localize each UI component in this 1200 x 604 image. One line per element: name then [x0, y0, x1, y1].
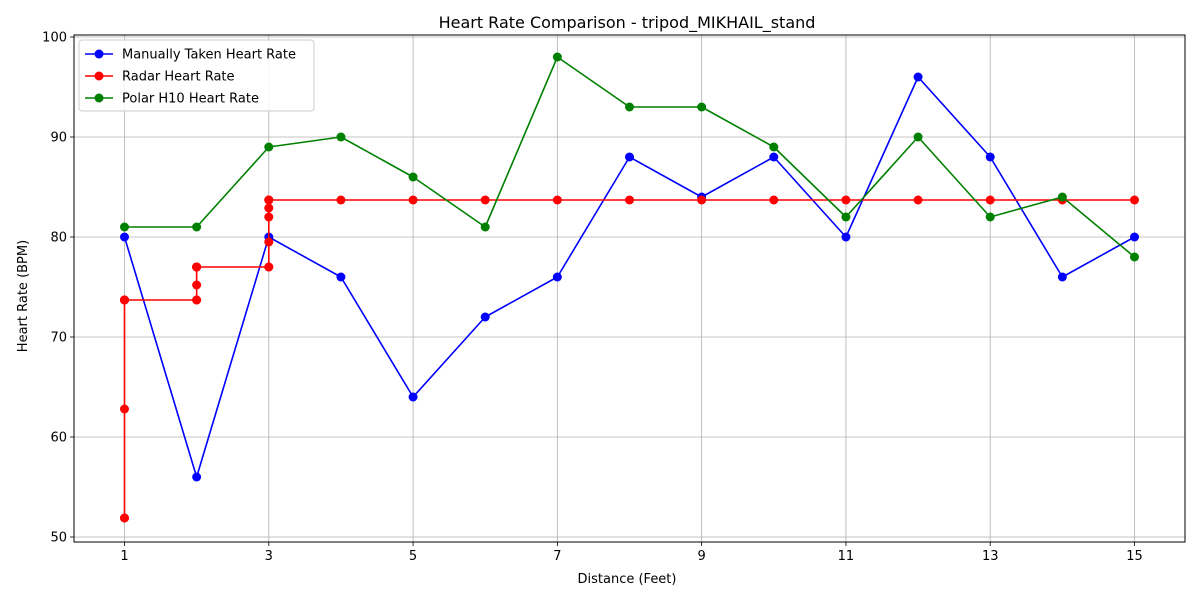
data-point	[769, 142, 779, 152]
data-point	[120, 222, 129, 232]
data-point	[408, 195, 418, 205]
data-point	[192, 262, 202, 272]
data-point	[985, 195, 995, 205]
chart-title: Heart Rate Comparison - tripod_MIKHAIL_s…	[439, 13, 816, 33]
data-point	[120, 513, 129, 523]
x-axis-label: Distance (Feet)	[578, 572, 677, 587]
legend-entry: Radar Heart Rate	[85, 70, 235, 85]
data-point	[697, 102, 707, 112]
data-point	[120, 295, 129, 305]
data-point	[408, 172, 418, 182]
data-point	[1130, 252, 1139, 262]
series-2	[120, 195, 1139, 523]
x-tick-label: 13	[982, 549, 999, 564]
data-point	[192, 295, 202, 305]
data-point	[1130, 195, 1139, 205]
data-point	[264, 237, 274, 247]
legend-marker	[94, 49, 104, 59]
data-point	[264, 195, 274, 205]
data-point	[769, 152, 779, 162]
data-point	[985, 152, 995, 162]
data-point	[480, 312, 490, 322]
x-tick-label: 7	[553, 549, 561, 564]
x-tick-label: 3	[265, 549, 273, 564]
data-point	[480, 222, 490, 232]
data-point	[985, 212, 995, 222]
data-point	[552, 195, 562, 205]
y-tick-label: 80	[50, 231, 67, 246]
data-point	[769, 195, 779, 205]
data-point	[336, 195, 346, 205]
data-point	[913, 132, 923, 142]
data-point	[480, 195, 490, 205]
data-point	[264, 262, 274, 272]
data-point	[625, 195, 634, 205]
x-tick-label: 5	[409, 549, 417, 564]
y-tick-label: 70	[50, 331, 67, 346]
grid-lines	[74, 35, 1185, 542]
legend-label: Radar Heart Rate	[122, 70, 235, 85]
legend-entry: Polar H10 Heart Rate	[85, 92, 259, 107]
data-point	[913, 195, 923, 205]
data-point	[336, 132, 346, 142]
legend-entry: Manually Taken Heart Rate	[85, 48, 296, 63]
data-point	[841, 195, 851, 205]
data-point	[336, 272, 346, 282]
data-point	[625, 152, 634, 162]
data-point	[697, 195, 707, 205]
x-tick-label: 15	[1126, 549, 1143, 564]
x-tick-label: 1	[120, 549, 128, 564]
data-point	[1057, 192, 1067, 202]
data-point	[552, 272, 562, 282]
data-point	[625, 102, 634, 112]
y-tick-label: 50	[50, 531, 67, 546]
y-tick-label: 100	[42, 31, 67, 46]
legend-label: Polar H10 Heart Rate	[122, 92, 259, 107]
legend-box	[78, 39, 315, 112]
series-group	[120, 52, 1139, 523]
data-point	[264, 203, 274, 213]
data-point	[552, 52, 562, 62]
legend-marker	[94, 71, 104, 81]
legend: Manually Taken Heart Rate Radar Heart Rat…	[78, 39, 315, 112]
y-tick-label: 60	[50, 431, 67, 446]
data-point	[264, 142, 274, 152]
data-point	[192, 222, 202, 232]
y-axis-label: Heart Rate (BPM)	[16, 240, 31, 352]
plot-area-frame	[73, 34, 1186, 543]
legend-label: Manually Taken Heart Rate	[122, 48, 296, 63]
data-point	[120, 232, 129, 242]
y-tick-label: 90	[50, 131, 67, 146]
data-point	[841, 212, 851, 222]
data-point	[264, 212, 274, 222]
x-tick-label: 9	[698, 549, 706, 564]
data-point	[120, 404, 129, 414]
legend-marker	[94, 93, 104, 103]
data-point	[913, 72, 923, 82]
data-point	[841, 232, 851, 242]
data-point	[192, 280, 202, 290]
data-point	[192, 472, 202, 482]
x-tick-label: 11	[838, 549, 855, 564]
series-3	[120, 52, 1139, 262]
data-point	[408, 392, 418, 402]
data-point	[1057, 272, 1067, 282]
data-point	[1130, 232, 1139, 242]
